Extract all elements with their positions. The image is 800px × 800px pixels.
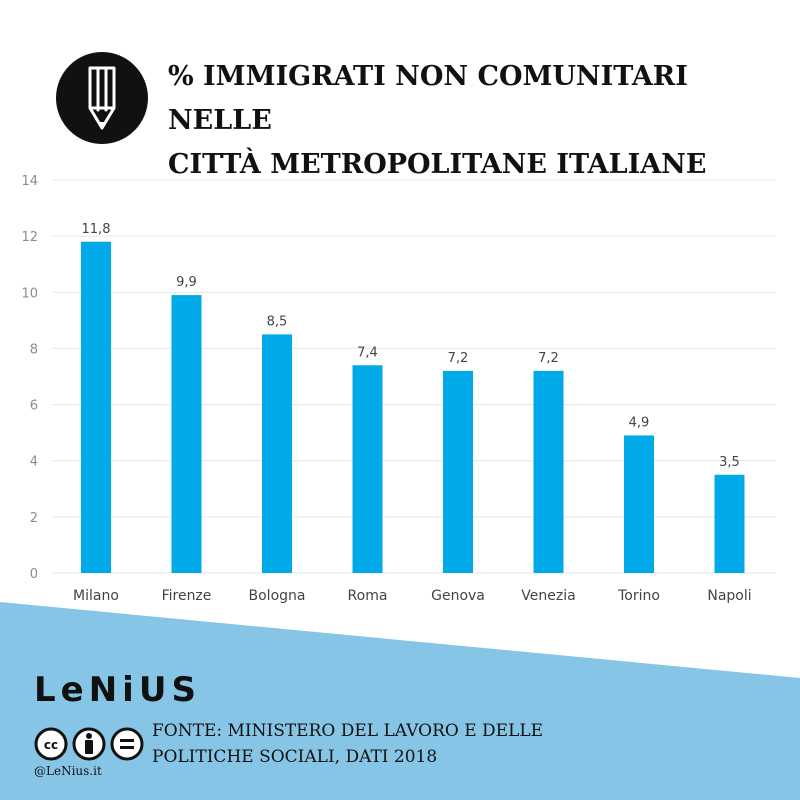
y-tick-label: 4	[30, 455, 38, 470]
value-label: 8,5	[267, 314, 288, 329]
title-line-2: CITTÀ METROPOLITANE ITALIANE	[168, 149, 707, 180]
y-tick-label: 10	[21, 286, 38, 301]
value-label: 3,5	[719, 455, 740, 470]
by-icon	[72, 727, 106, 761]
y-tick-label: 0	[30, 567, 38, 582]
value-label: 4,9	[629, 415, 650, 430]
nd-icon	[110, 727, 144, 761]
y-tick-label: 2	[30, 511, 38, 526]
source-line-2: POLITICHE SOCIALI, DATI 2018	[152, 747, 438, 767]
cc-license-icons: cc	[34, 727, 144, 761]
value-label: 9,9	[176, 275, 197, 290]
x-tick-label: Firenze	[162, 588, 212, 604]
bar	[533, 370, 564, 573]
bar	[171, 295, 202, 573]
bar	[714, 474, 745, 573]
x-tick-label: Napoli	[707, 588, 751, 604]
x-tick-label: Milano	[73, 588, 119, 604]
cc-icon: cc	[34, 727, 68, 761]
pencil-logo-icon	[56, 52, 148, 144]
x-tick-label: Roma	[348, 588, 388, 604]
y-tick-label: 14	[21, 174, 38, 189]
x-tick-label: Bologna	[249, 588, 306, 604]
gridlines	[52, 179, 776, 574]
social-handle: @LeNius.it	[34, 764, 102, 778]
x-tick-label: Torino	[617, 588, 660, 604]
value-label: 7,4	[357, 345, 378, 360]
value-labels: 11,8 9,9 8,5 7,4 7,2 7,2 4,9 3,5	[82, 222, 740, 470]
brand-logo: LeNiUS	[34, 670, 201, 710]
bar	[624, 435, 654, 573]
source-line-1: FONTE: MINISTERO DEL LAVORO E DELLE	[152, 721, 544, 741]
x-axis-labels: Milano Firenze Bologna Roma Genova Venezia Tor…	[73, 588, 752, 604]
bar-chart: 0 2 4 6 8 10 12 14 11,8 9,9 8,5 7,4 7,2 7,2 4,9 3,5 Mi…	[21, 174, 776, 604]
y-axis-ticks: 0 2 4 6 8 10 12 14	[21, 174, 38, 582]
value-label: 7,2	[538, 351, 559, 366]
title-line-1: % IMMIGRATI NON COMUNITARI NELLE	[168, 61, 688, 136]
x-tick-label: Venezia	[521, 588, 575, 604]
source-note: FONTE: MINISTERO DEL LAVORO E DELLE POLI…	[152, 718, 772, 770]
y-tick-label: 8	[30, 342, 38, 357]
value-label: 7,2	[448, 351, 469, 366]
value-label: 11,8	[82, 222, 111, 237]
bar	[352, 365, 383, 573]
x-tick-label: Genova	[431, 588, 485, 604]
bar	[81, 241, 111, 573]
bar	[443, 370, 473, 573]
bar	[262, 334, 292, 573]
y-tick-label: 6	[30, 399, 38, 414]
y-tick-label: 12	[21, 230, 38, 245]
page-title: % IMMIGRATI NON COMUNITARI NELLE CITTÀ M…	[168, 55, 788, 187]
bars	[81, 241, 745, 573]
svg-text:cc: cc	[44, 738, 58, 752]
